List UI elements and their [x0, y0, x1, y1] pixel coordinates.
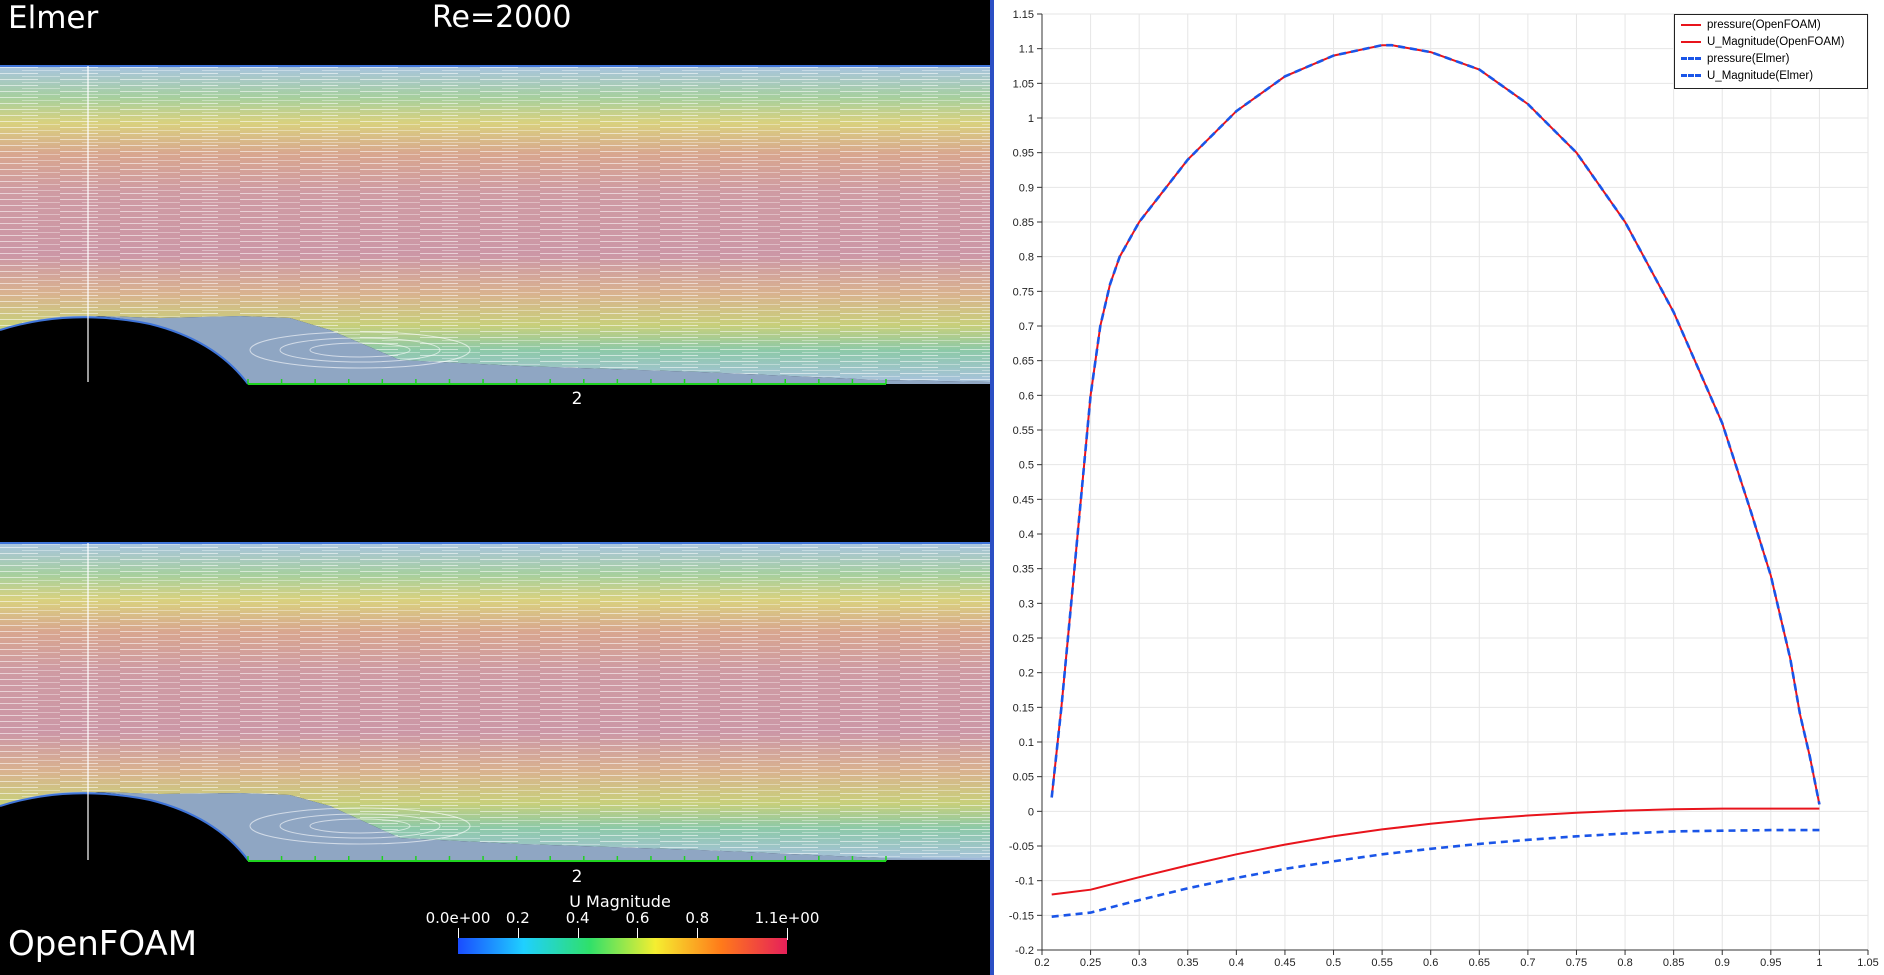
color-legend-tick — [458, 928, 459, 940]
y-tick-label: -0.2 — [1015, 945, 1034, 957]
streamline-visualization: 2 2 — [0, 65, 990, 887]
color-legend-tick — [637, 928, 639, 940]
legend-swatch — [1681, 57, 1701, 61]
color-legend-tick-label: 0.8 — [685, 909, 710, 927]
color-legend-title: U Magnitude — [569, 892, 671, 911]
legend-label: pressure(OpenFOAM) — [1707, 19, 1821, 31]
line-chart: 0.2 0.25 0.3 0.35 0.4 0.45 0.5 0.55 0.6 0.65 0.7 0.… — [1009, 9, 1879, 969]
y-tick-label: 0.5 — [1019, 460, 1034, 472]
y-tick-label: 0.95 — [1013, 148, 1034, 160]
legend-label: U_Magnitude(Elmer) — [1707, 70, 1814, 82]
x-tick-label: 0.95 — [1760, 957, 1781, 969]
legend-item[interactable]: U_Magnitude(Elmer) — [1681, 70, 1813, 86]
ruler-bottom — [247, 856, 887, 862]
y-tick-label: 0.55 — [1013, 425, 1034, 437]
color-legend-tick-label: 0.2 — [505, 909, 530, 927]
y-tick-label: 0.75 — [1013, 286, 1034, 298]
y-tick-label: 0.35 — [1013, 564, 1034, 576]
y-tick-label: 1.05 — [1013, 78, 1034, 90]
x-tick-label: 1 — [1816, 957, 1822, 969]
y-tick-label: 0.05 — [1013, 772, 1034, 784]
y-tick-label: 0 — [1028, 806, 1034, 818]
x-tick-label: 0.5 — [1326, 957, 1341, 969]
legend-label: pressure(Elmer) — [1707, 53, 1790, 65]
y-tick-label: 0.9 — [1019, 182, 1034, 194]
y-tick-label: 0.1 — [1019, 737, 1034, 749]
chart-legend[interactable]: pressure(OpenFOAM) U_Magnitude(OpenFOAM)p… — [1674, 14, 1868, 89]
x-tick-label: 0.2 — [1034, 957, 1049, 969]
y-tick-label: -0.05 — [1009, 841, 1034, 853]
x-tick-label: 0.4 — [1229, 957, 1244, 969]
color-legend-tick-label: 1.1e+00 — [754, 909, 820, 927]
color-legend-bar — [458, 938, 787, 954]
y-tick-label: 0.3 — [1019, 598, 1034, 610]
flow-domain-elmer — [0, 65, 990, 385]
y-tick-label: 0.65 — [1013, 356, 1034, 368]
y-tick-label: 1.15 — [1013, 9, 1034, 21]
y-tick-label: 0.25 — [1013, 633, 1034, 645]
x-tick-label: 1.05 — [1857, 957, 1878, 969]
color-legend-tick-label: 0.6 — [625, 909, 650, 927]
legend-swatch — [1681, 40, 1701, 43]
solver-label-elmer: Elmer — [8, 0, 99, 36]
series-line-u-magnitude-openfoam — [1050, 44, 1821, 805]
color-legend[interactable]: U Magnitude 0.0e+00 0.2 0.4 0.6 0.8 1.1e+00 — [420, 892, 820, 964]
y-tick-label: -0.1 — [1015, 876, 1034, 888]
x-tick-label: 0.25 — [1080, 957, 1101, 969]
y-tick-label: 0.15 — [1013, 702, 1034, 714]
reynolds-number-label: Re=2000 — [432, 0, 572, 35]
legend-swatch — [1681, 74, 1701, 78]
series-line-u-magnitude-elmer — [1050, 43, 1821, 805]
ruler-top — [247, 379, 887, 385]
color-legend-tick-label: 0.0e+00 — [425, 909, 491, 927]
color-legend-tick — [577, 928, 579, 940]
x-tick-label: 0.8 — [1617, 957, 1632, 969]
y-tick-label: 0.45 — [1013, 494, 1034, 506]
y-tick-label: 0.8 — [1019, 252, 1034, 264]
color-legend-tick — [517, 928, 519, 940]
y-tick-label: 0.85 — [1013, 217, 1034, 229]
view-splitter[interactable] — [990, 0, 994, 975]
x-tick-label: 0.35 — [1177, 957, 1198, 969]
legend-swatch — [1681, 23, 1701, 26]
color-legend-tick — [787, 928, 788, 940]
y-tick-label: 0.7 — [1019, 321, 1034, 333]
series-line-pressure-elmer — [1051, 828, 1820, 918]
x-tick-label: 0.65 — [1469, 957, 1490, 969]
ruler-bottom-label: 2 — [572, 867, 583, 887]
x-tick-label: 0.75 — [1566, 957, 1587, 969]
render-view-3d[interactable]: 2 2 Elmer Re=2000 OpenFOAM U Magnitude 0… — [0, 0, 990, 975]
color-legend-tick — [697, 928, 699, 940]
legend-item[interactable]: pressure(Elmer) — [1681, 53, 1789, 69]
y-tick-label: 0.4 — [1019, 529, 1034, 541]
x-tick-label: 0.3 — [1132, 957, 1147, 969]
legend-label: U_Magnitude(OpenFOAM) — [1707, 36, 1845, 48]
y-tick-label: -0.15 — [1009, 910, 1034, 922]
legend-item[interactable]: U_Magnitude(OpenFOAM) — [1681, 36, 1844, 52]
ruler-top-label: 2 — [572, 389, 583, 409]
solver-label-openfoam: OpenFOAM — [8, 924, 198, 964]
series-line-pressure-openfoam — [1051, 807, 1820, 896]
legend-item[interactable]: pressure(OpenFOAM) — [1681, 19, 1821, 35]
flow-domain-openfoam — [0, 542, 990, 861]
x-tick-label: 0.9 — [1715, 957, 1730, 969]
x-tick-label: 0.7 — [1520, 957, 1535, 969]
x-tick-label: 0.45 — [1274, 957, 1295, 969]
y-tick-label: 0.2 — [1019, 668, 1034, 680]
x-tick-label: 0.6 — [1423, 957, 1438, 969]
color-legend-tick-label: 0.4 — [565, 909, 590, 927]
y-tick-label: 0.6 — [1019, 390, 1034, 402]
y-tick-label: 1.1 — [1019, 44, 1034, 56]
line-chart-view[interactable]: 0.2 0.25 0.3 0.35 0.4 0.45 0.5 0.55 0.6 0.65 0.7 0.… — [994, 0, 1884, 975]
x-tick-label: 0.55 — [1371, 957, 1392, 969]
y-tick-label: 1 — [1028, 113, 1034, 125]
x-tick-label: 0.85 — [1663, 957, 1684, 969]
